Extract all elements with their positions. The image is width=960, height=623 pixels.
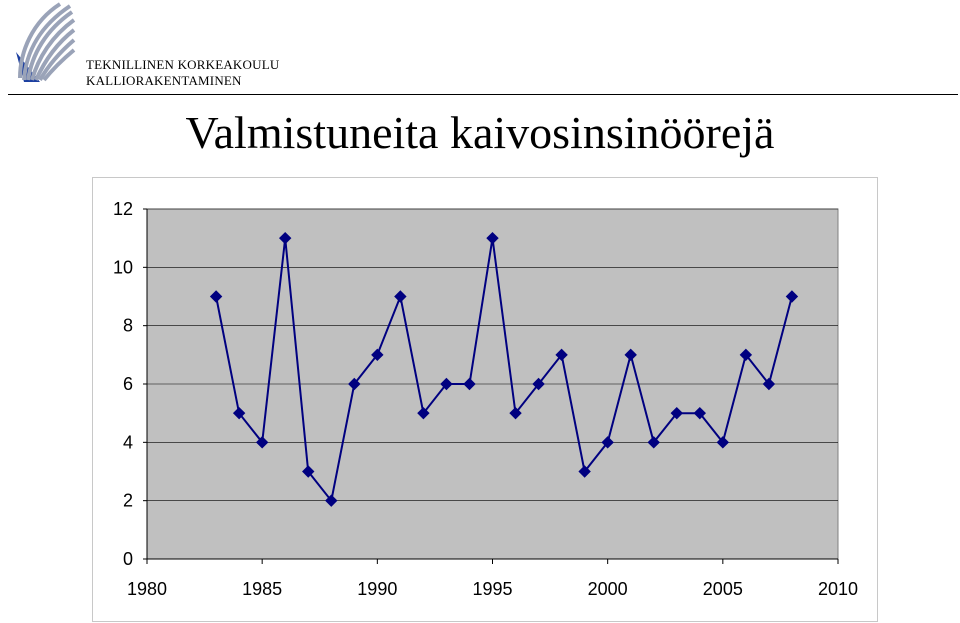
data-point [302,465,315,478]
y-tick-label: 12 [113,199,133,219]
data-point [417,406,430,420]
y-tick-label: 4 [123,432,133,452]
x-tick-label: 2005 [703,579,743,599]
x-tick-label: 2010 [818,579,858,599]
data-point [209,290,223,303]
data-point [394,290,407,303]
x-tick-label: 1990 [357,579,397,599]
data-point [232,406,246,420]
x-tick-label: 1985 [242,579,282,599]
header-divider [8,94,958,95]
data-point [278,231,292,245]
slide-header: TEKNILLINEN KORKEAKOULU KALLIORAKENTAMIN… [0,0,960,100]
data-point [647,436,660,449]
data-point [785,290,799,303]
data-point [624,348,637,362]
data-point [348,377,361,391]
org-line-2: KALLIORAKENTAMINEN [86,73,242,88]
data-point [255,436,269,449]
y-tick-label: 0 [123,549,133,569]
x-tick-label: 1995 [472,579,512,599]
y-tick-label: 2 [123,491,133,511]
data-point [555,348,568,362]
x-tick-label: 2000 [588,579,628,599]
data-point [739,348,753,362]
data-point [716,436,730,449]
data-point [486,231,499,245]
data-point [325,494,338,507]
slide-title: Valmistuneita kaivosinsinöörejä [0,106,960,159]
data-point [509,406,522,420]
y-tick-label: 8 [123,316,133,336]
y-tick-label: 6 [123,374,133,394]
organization-name: TEKNILLINEN KORKEAKOULU KALLIORAKENTAMIN… [86,57,279,89]
tkk-logo-icon [16,2,76,82]
data-point [463,377,476,391]
data-point [762,377,776,391]
data-point [440,377,453,391]
org-line-1: TEKNILLINEN KORKEAKOULU [86,57,280,72]
data-point [578,465,591,478]
data-point [532,377,545,391]
data-point [601,436,614,449]
y-tick-label: 10 [113,257,133,277]
data-point [371,348,384,362]
slide-title-text: Valmistuneita kaivosinsinöörejä [185,107,775,158]
data-point [693,406,707,420]
x-tick-label: 1980 [127,579,167,599]
data-point [670,406,683,420]
